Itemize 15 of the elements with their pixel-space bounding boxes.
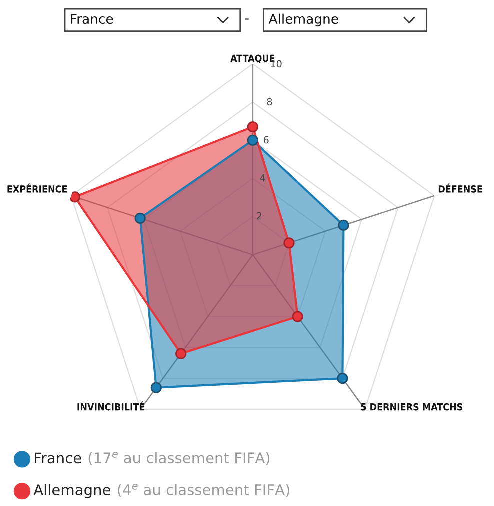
text: France [71,14,114,24]
legend-label: France [35,452,82,464]
spoke-label: 5 DERNIERS MATCHS [361,403,462,411]
spoke-label: INVINCIBILITÉ [78,402,145,411]
spoke-label: EXPÉRIENCE [8,184,68,193]
y-tick-label: 4 [260,174,266,182]
y-tick-label: 2 [257,212,262,220]
text: (4$^{e}$ au classement FIFA) [118,484,290,498]
text: (17$^{e}$ au classement FIFA) [88,452,270,466]
legend-label: Allemagne [34,484,110,498]
text: Allemagne [268,14,338,27]
y-tick-label: 6 [264,136,269,144]
text: - [245,18,249,20]
spoke-label: DÉFENSE [438,184,482,193]
y-tick-label: 8 [267,98,272,106]
